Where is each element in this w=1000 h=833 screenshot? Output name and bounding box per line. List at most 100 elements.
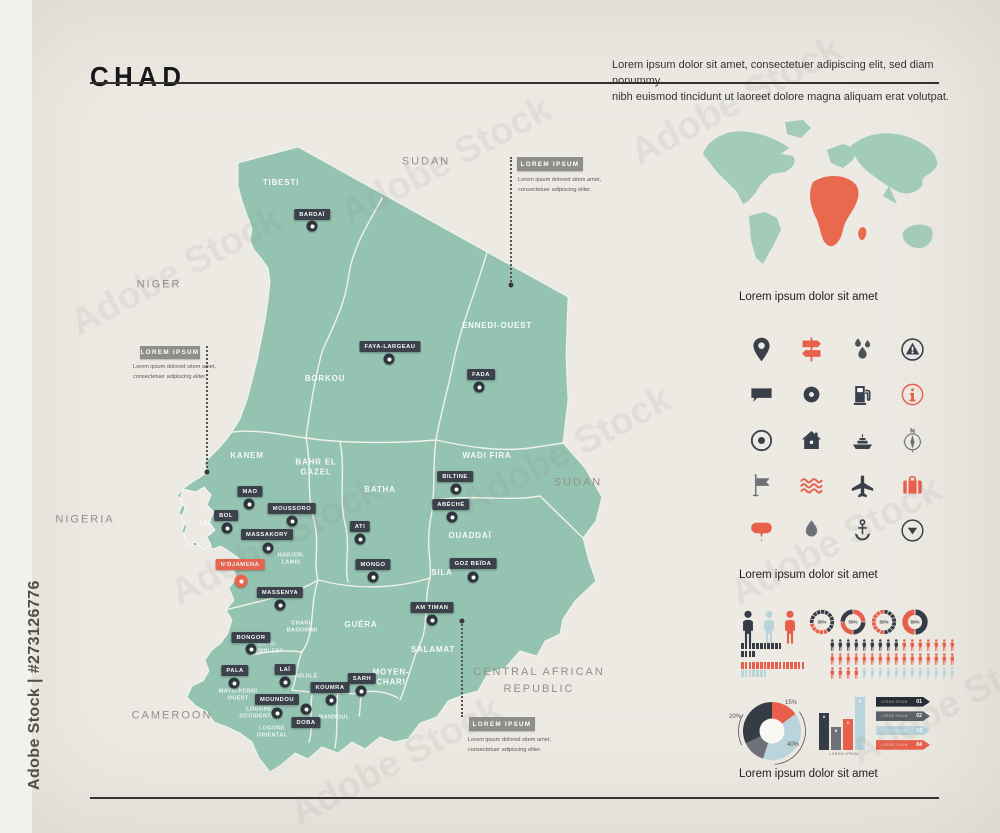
callout-body-3: Lorem ipsum dolored sitem amet, consecte… [468, 737, 552, 753]
donut-chart-4: 50% [902, 609, 928, 635]
city-label-ati: ATI [349, 521, 371, 532]
segment [756, 662, 759, 669]
city-marker-bongor [245, 643, 257, 655]
side-strip [0, 0, 32, 833]
footer-divider [90, 797, 939, 799]
arrow-banner-02: LOREM IPSUM 02 [876, 711, 930, 721]
person-glyph [950, 639, 954, 651]
person-glyph [894, 652, 898, 665]
people-row-2 [829, 652, 955, 665]
segment [752, 662, 755, 669]
segment [744, 662, 748, 669]
airplane-icon [837, 463, 888, 508]
person-glyph [854, 666, 858, 679]
person-glyph [942, 666, 946, 679]
neighbor-label-central-african-republic: CENTRAL AFRICAN REPUBLIC [473, 665, 605, 695]
region-label-logone-occidental: LOGONE OCCIDENTAL [239, 706, 279, 720]
segment-row-3 [741, 662, 805, 669]
city-marker-massakory [262, 542, 274, 554]
region-label-batha: BATHA [364, 484, 396, 494]
person-glyph [838, 666, 843, 679]
person-glyph [878, 666, 882, 679]
person-glyph [934, 666, 938, 679]
person-glyph [934, 639, 938, 651]
city-label-bongor: BONGOR [231, 632, 271, 643]
header-divider [90, 82, 939, 84]
svg-text:50%: 50% [880, 620, 889, 625]
arrow-banner-04: LOREM IPSUM 04 [876, 740, 930, 750]
city-label-koumra: KOUMRA [310, 682, 350, 693]
person-glyph [902, 639, 906, 651]
person-glyph [854, 652, 858, 665]
person-glyph [838, 639, 843, 651]
segment [744, 650, 748, 658]
region-label-tibesti: TIBESTI [262, 177, 300, 187]
bar-chart: A B C D LOREM IPSUM [816, 687, 872, 756]
water-drops-icon [837, 327, 888, 372]
arrow-number: 04 [916, 741, 922, 748]
segment [752, 650, 755, 658]
person-glyph [942, 639, 946, 651]
target-dot-icon [736, 418, 787, 463]
donut-chart-2: 50% [840, 609, 866, 635]
callout-connector-2 [206, 346, 208, 472]
callout-title-3: LOREM IPSUM [469, 717, 535, 731]
city-label-sarh: SARH [347, 673, 377, 684]
bar-b: B [831, 727, 841, 750]
person-glyph [950, 666, 954, 679]
info-circle-icon [888, 372, 939, 417]
person-glyph [862, 652, 866, 665]
donut-chart-1: 30% [809, 609, 835, 635]
city-label-moundou: MOUNDOU [254, 694, 300, 705]
city-marker-mongo [367, 571, 379, 583]
person-glyph [764, 610, 774, 644]
city-marker-biltine [450, 483, 462, 495]
region-label-mandoul: MANDOUL [318, 714, 350, 721]
fuel-pump-icon [837, 372, 888, 417]
arrow-number: 01 [916, 698, 922, 705]
person-glyph [862, 639, 866, 651]
segment [775, 662, 778, 669]
segment-row-1 [741, 643, 804, 650]
segment [767, 662, 771, 669]
arrow-down-circle-icon [888, 508, 939, 553]
segment [748, 650, 752, 658]
suitcase-icon [888, 463, 939, 508]
segment [752, 670, 755, 677]
segment [782, 662, 786, 669]
city-marker-moundou [271, 707, 283, 719]
arrow-number: 03 [916, 727, 922, 734]
segment [763, 662, 767, 669]
segment [771, 643, 774, 650]
city-label-barda: BARDAÏ [294, 209, 330, 220]
city-label-pala: PALA [221, 665, 249, 676]
region-label-chari-baguirmi: CHARI- BAGUIRMI [286, 620, 318, 634]
city-marker-doba [300, 703, 312, 715]
city-label-am-timan: AM TIMAN [410, 602, 454, 613]
person-glyph [878, 652, 882, 665]
city-label-mongo: MONGO [355, 559, 391, 570]
region-label-hadjer-lamis: HADJER- LAMIS [277, 552, 305, 566]
region-label-tandjil: TANDJILÉ [288, 673, 318, 680]
region-label-ennedi-ouest: ENNEDI-OUEST [461, 320, 533, 330]
neighbor-label-sudan: SUDAN [553, 476, 603, 489]
segment [771, 662, 774, 669]
segment [759, 662, 763, 669]
arrow-label: LOREM IPSUM [881, 699, 908, 704]
person-glyph [918, 639, 922, 651]
people-row-1 [829, 639, 955, 651]
city-marker-moussoro [286, 515, 298, 527]
bar-c: C [843, 719, 853, 750]
callout-connector-1 [510, 157, 512, 285]
segmented-bars [741, 643, 805, 678]
city-marker-barda [306, 220, 318, 232]
segment [767, 643, 771, 650]
callout-dot-3 [459, 618, 465, 624]
city-marker-ati [354, 533, 366, 545]
pie-label-15: 15% [785, 700, 798, 706]
region-label-kanem: KANEM [230, 450, 264, 460]
person-glyph [926, 666, 930, 679]
people-row-3 [829, 666, 955, 679]
donut-chart-3: 50% [871, 609, 897, 635]
